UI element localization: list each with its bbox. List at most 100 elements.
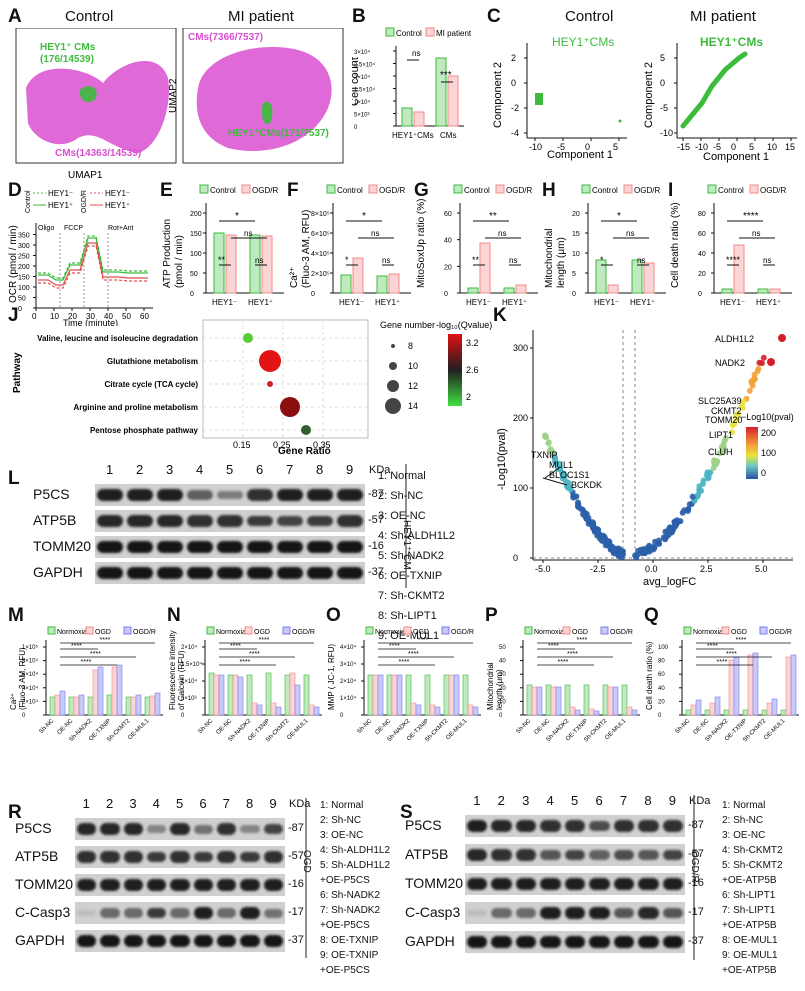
bar bbox=[294, 684, 301, 716]
umap-mi-cms-cluster bbox=[196, 47, 332, 152]
protein-label: ATP5B bbox=[33, 512, 77, 528]
ylabel-2: (Fluo-3 AM, RFU) bbox=[18, 647, 27, 710]
d-ytick: 100 bbox=[18, 285, 30, 292]
k-xtick: 5.0 bbox=[755, 564, 768, 574]
panel-c-ylabel-right: Component 2 bbox=[643, 62, 655, 128]
sig-3: ns bbox=[626, 229, 634, 238]
kda-value: -16 bbox=[288, 878, 304, 890]
k-xtick: 2.5 bbox=[700, 564, 713, 574]
sig-4: * bbox=[235, 211, 239, 222]
volcano-point bbox=[686, 501, 693, 508]
lane-number: 5 bbox=[571, 793, 579, 808]
volcano-points bbox=[542, 334, 786, 561]
blot-band bbox=[77, 879, 97, 891]
bar bbox=[626, 706, 633, 716]
legend-ogdr: OGD/R bbox=[634, 186, 660, 195]
category-label: OE-MUL1 bbox=[604, 718, 628, 742]
c-right-ytick: 0 bbox=[660, 78, 665, 88]
blot-band bbox=[147, 907, 167, 919]
lane-legend-item: 9: OE-TXNIP bbox=[320, 950, 379, 961]
c-left-ytick: 0 bbox=[511, 78, 516, 88]
svg-text:avg_logFC: avg_logFC bbox=[643, 576, 696, 588]
panel-a-control-title: Control bbox=[65, 8, 114, 25]
ytick-label: 1×10⁵ bbox=[22, 644, 39, 651]
lane-number: 8 bbox=[316, 462, 324, 477]
volcano-point bbox=[637, 546, 644, 553]
blot-band bbox=[491, 849, 512, 861]
bar bbox=[92, 669, 99, 716]
bar bbox=[249, 234, 261, 294]
category-label: OE-NC bbox=[56, 718, 74, 736]
kda-value: -57 bbox=[368, 514, 384, 526]
category-label: OE-NC bbox=[692, 718, 710, 736]
volcano-point bbox=[573, 493, 580, 500]
bar bbox=[130, 696, 137, 716]
bar bbox=[503, 287, 515, 294]
lane-number: 6 bbox=[595, 793, 603, 808]
blot-band bbox=[187, 490, 213, 500]
c-left-xtick: 5 bbox=[613, 142, 618, 152]
lane-number: 3 bbox=[522, 793, 530, 808]
ytick-label: 40 bbox=[444, 238, 452, 245]
blot-band bbox=[662, 878, 683, 890]
blot-band bbox=[97, 515, 123, 527]
bar bbox=[213, 674, 220, 716]
bar bbox=[429, 704, 436, 716]
c-left-xtick: -5 bbox=[557, 142, 565, 152]
legend-ogdr: OGD/R bbox=[760, 186, 786, 195]
ytick-label: 60 bbox=[658, 672, 665, 678]
category-label: Sh-NC bbox=[197, 718, 214, 735]
umap-mi-cms-label: CMs(7366/7537) bbox=[188, 32, 264, 43]
sig-label: **** bbox=[558, 659, 569, 666]
panel-label-a: A bbox=[8, 6, 22, 27]
lane-number: 8 bbox=[644, 793, 652, 808]
blot-band bbox=[193, 935, 213, 947]
volcano-point bbox=[611, 547, 618, 554]
c-right-xtick: 10 bbox=[767, 142, 777, 152]
sig-2: ns bbox=[637, 256, 645, 265]
volcano-point bbox=[565, 485, 572, 491]
blot-band bbox=[217, 490, 243, 500]
blot-band bbox=[467, 936, 488, 948]
blot-band bbox=[589, 820, 610, 832]
ytick-label: 0 bbox=[658, 713, 662, 719]
volcano-point bbox=[695, 491, 701, 498]
d-ytick: 0 bbox=[18, 306, 22, 313]
bar bbox=[78, 694, 85, 716]
blot-band bbox=[564, 878, 586, 890]
j-xtick: 0.15 bbox=[233, 440, 251, 450]
bar bbox=[607, 686, 614, 716]
volcano-point bbox=[728, 429, 735, 436]
blot-band bbox=[263, 851, 283, 863]
blot-band bbox=[77, 909, 97, 917]
c-right-xtick: -15 bbox=[677, 142, 690, 152]
volcano-point bbox=[746, 387, 753, 394]
blot-band bbox=[467, 820, 488, 832]
ytick-label: 2×10⁵ bbox=[311, 271, 330, 278]
bar bbox=[612, 686, 619, 716]
lane-legend-item: 8: OE-TXNIP bbox=[320, 935, 379, 946]
sig-label: **** bbox=[240, 659, 251, 666]
blot-row bbox=[465, 873, 685, 895]
bar bbox=[265, 672, 272, 716]
lane-legend-item: 5: Sh-ALDH1L2 bbox=[320, 860, 391, 871]
category-hey1-neg: HEY1⁻ bbox=[720, 298, 745, 307]
bar bbox=[106, 694, 113, 716]
bar bbox=[761, 709, 768, 716]
ytick-label: 60 bbox=[698, 231, 706, 238]
svg-text:Gene Ratio: Gene Ratio bbox=[278, 446, 331, 457]
gene-label: TXNIP bbox=[531, 450, 558, 460]
pathway-label: Arginine and proline metabolism bbox=[74, 403, 198, 412]
protein-label: C-Casp3 bbox=[405, 904, 461, 920]
blot-band bbox=[540, 936, 561, 948]
sig-label: **** bbox=[577, 637, 588, 644]
k-ytick: 300 bbox=[513, 343, 528, 353]
volcano-point bbox=[716, 450, 723, 457]
d-ytick: 300 bbox=[18, 243, 30, 250]
blot-band bbox=[193, 879, 213, 891]
umap-control-cms-label: CMs(14363/14539) bbox=[55, 148, 142, 159]
bar bbox=[747, 654, 754, 716]
legend-control: Control bbox=[718, 186, 744, 195]
blot-band bbox=[123, 879, 143, 891]
d-xtick: 60 bbox=[140, 312, 149, 321]
